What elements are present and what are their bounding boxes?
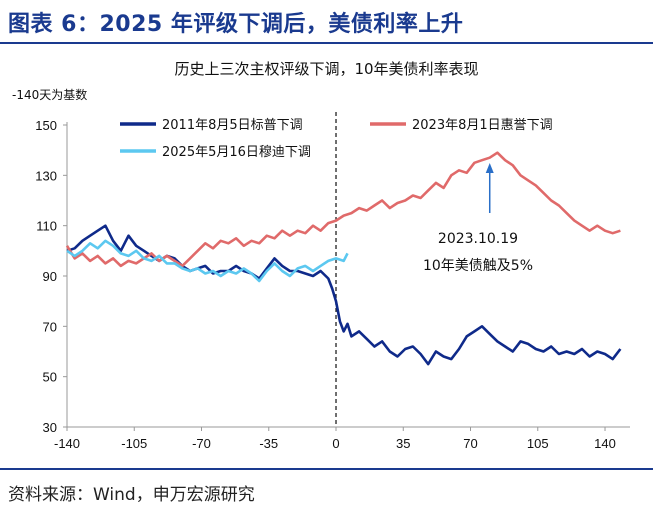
x-tick-label: 105	[527, 436, 549, 451]
legend-label-3: 2025年5月16日穆迪下调	[162, 145, 311, 160]
annotation-arrowhead	[485, 163, 494, 173]
y-tick-label: 130	[35, 168, 57, 183]
x-tick-label: 70	[463, 436, 477, 451]
series-line-3	[66, 239, 349, 283]
x-tick-label: -35	[259, 436, 278, 451]
series-layer	[65, 151, 622, 366]
chart-title: 历史上三次主权评级下调，10年美债利率表现	[174, 60, 479, 78]
series-line-2	[65, 151, 621, 268]
axes: 30 50 70 90 110 130 150 -140 -105 -70 -35 0 35 70 105 1…	[35, 118, 630, 451]
x-tick-label: 35	[396, 436, 410, 451]
series-line-1	[66, 224, 622, 366]
legend-label-2: 2023年8月1日惠誉下调	[412, 118, 553, 133]
y-tick-label: 50	[43, 370, 57, 385]
x-tick-label: -70	[192, 436, 211, 451]
x-tick-label: -105	[121, 436, 147, 451]
y-tick-label: 30	[43, 420, 57, 435]
y-axis-label: -140天为基数	[12, 88, 88, 102]
x-tick-label: 140	[594, 436, 616, 451]
annotations: 2023.10.19 10年美债触及5%	[423, 163, 533, 274]
x-tick-label: -140	[54, 436, 80, 451]
title-divider	[0, 42, 653, 44]
figure-title: 图表 6：2025 年评级下调后，美债利率上升	[8, 12, 464, 37]
y-tick-label: 150	[35, 118, 57, 133]
y-tick-label: 110	[36, 219, 57, 234]
source-note: 资料来源：Wind，申万宏源研究	[8, 485, 255, 505]
source-divider	[0, 468, 653, 470]
annotation-text-2: 10年美债触及5%	[423, 258, 533, 274]
legend-label-1: 2011年8月5日标普下调	[162, 118, 303, 133]
annotation-text-1: 2023.10.19	[438, 231, 518, 247]
y-tick-label: 90	[43, 269, 57, 284]
x-tick-label: 0	[332, 436, 339, 451]
legend: 2011年8月5日标普下调 2023年8月1日惠誉下调 2025年5月16日穆迪下调	[120, 118, 553, 160]
y-tick-label: 70	[43, 319, 57, 334]
